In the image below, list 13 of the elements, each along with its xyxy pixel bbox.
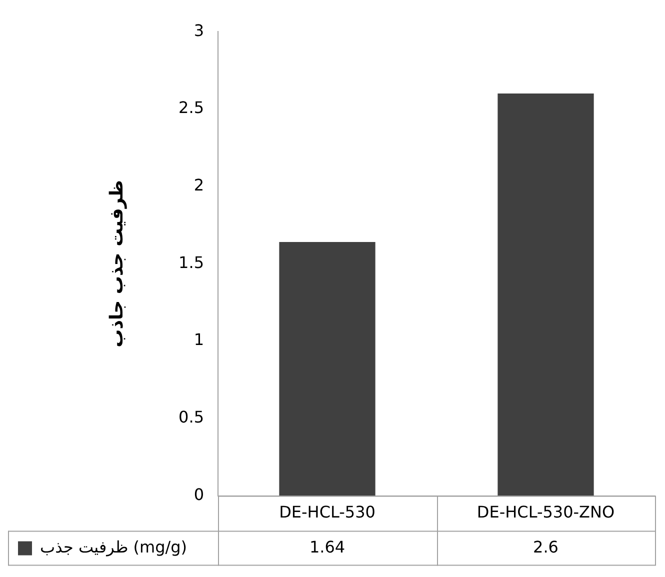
x-tick-label: DE-HCL-530 <box>279 502 376 522</box>
y-tick-label: 1.5 <box>178 252 204 272</box>
legend-label: ظرفیت جذب (mg/g) <box>40 537 188 556</box>
x-tick-label: DE-HCL-530-ZNO <box>476 502 615 522</box>
y-axis-title: ظرفیت جذب جاذب <box>106 180 128 348</box>
y-tick-label: 0 <box>194 484 204 504</box>
data-label: 2.6 <box>533 537 558 556</box>
y-tick-label: 2.5 <box>178 98 204 118</box>
y-tick-label: 2 <box>194 175 204 194</box>
y-tick-label: 0.5 <box>178 408 204 427</box>
data-label: 1.64 <box>309 537 346 556</box>
y-tick-label: 3 <box>194 20 204 40</box>
y-tick-label: 1 <box>194 330 204 350</box>
